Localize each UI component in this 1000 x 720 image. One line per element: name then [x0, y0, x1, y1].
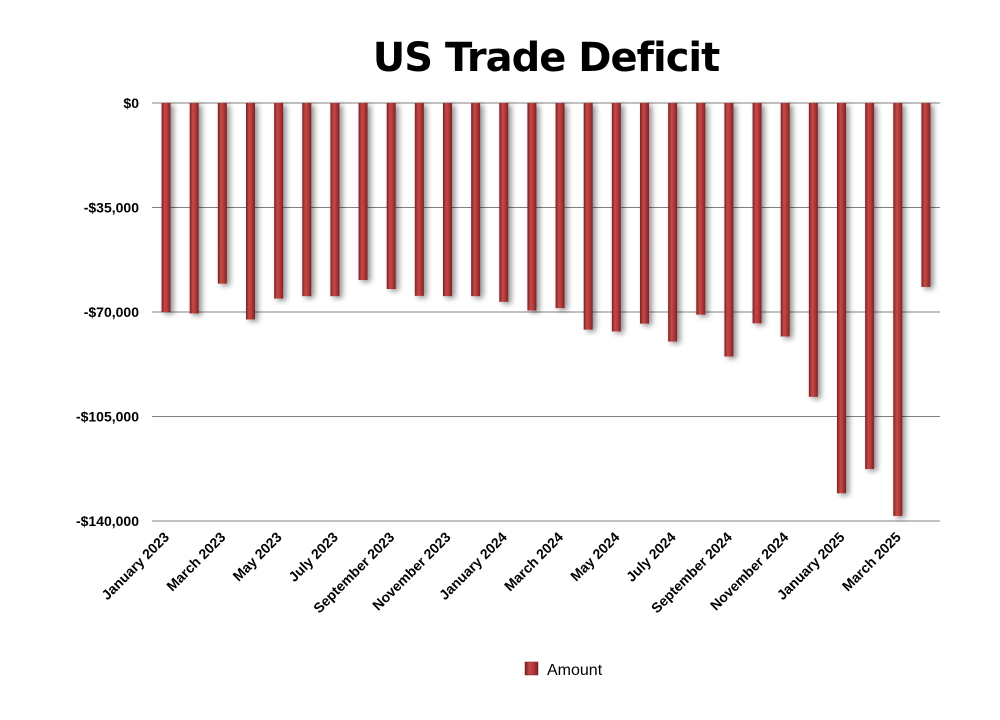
x-tick-label: March 2023: [163, 529, 228, 594]
x-tick-label: July 2024: [623, 529, 679, 585]
x-tick-label: March 2025: [839, 529, 904, 594]
y-tick-label: -$70,000: [84, 304, 139, 320]
bar: [555, 103, 565, 309]
bar: [358, 103, 368, 281]
y-tick-label: -$35,000: [84, 200, 139, 216]
chart-title: US Trade Deficit: [373, 35, 720, 81]
bar: [696, 103, 706, 315]
bar: [217, 103, 227, 284]
bar: [386, 103, 396, 290]
bars: [161, 103, 931, 516]
bar: [330, 103, 340, 297]
legend: Amount: [524, 661, 603, 679]
bar: [443, 103, 452, 297]
bar: [865, 103, 875, 470]
x-tick-label: July 2023: [285, 529, 341, 585]
bar: [246, 103, 255, 320]
bar: [302, 103, 312, 297]
bar: [808, 103, 818, 397]
y-tick-label: $0: [123, 95, 139, 111]
bar: [752, 103, 762, 324]
bar: [837, 103, 846, 494]
bar: [611, 103, 621, 332]
bar: [724, 103, 734, 357]
y-tick-label: -$105,000: [76, 409, 139, 425]
bar: [471, 103, 481, 297]
legend-swatch: [524, 661, 539, 676]
bar: [893, 103, 903, 516]
bar: [668, 103, 678, 342]
bar: [274, 103, 284, 299]
bar: [921, 103, 931, 287]
y-tick-label: -$140,000: [76, 513, 139, 529]
gridlines: [152, 102, 940, 522]
x-tick-label: January 2023: [98, 529, 172, 603]
bar: [780, 103, 790, 337]
bar: [583, 103, 593, 330]
bar: [640, 103, 649, 324]
y-axis-ticks: $0 -$35,000 -$70,000 -$105,000 -$140,000: [76, 95, 139, 529]
bar: [414, 103, 424, 296]
legend-label: Amount: [547, 662, 603, 679]
bar: [499, 103, 509, 302]
x-tick-label: May 2023: [229, 529, 284, 584]
bar: [527, 103, 537, 311]
x-tick-label: May 2024: [567, 529, 622, 584]
x-tick-label: March 2024: [501, 529, 566, 594]
bar: [161, 103, 171, 312]
bar: [189, 103, 199, 314]
